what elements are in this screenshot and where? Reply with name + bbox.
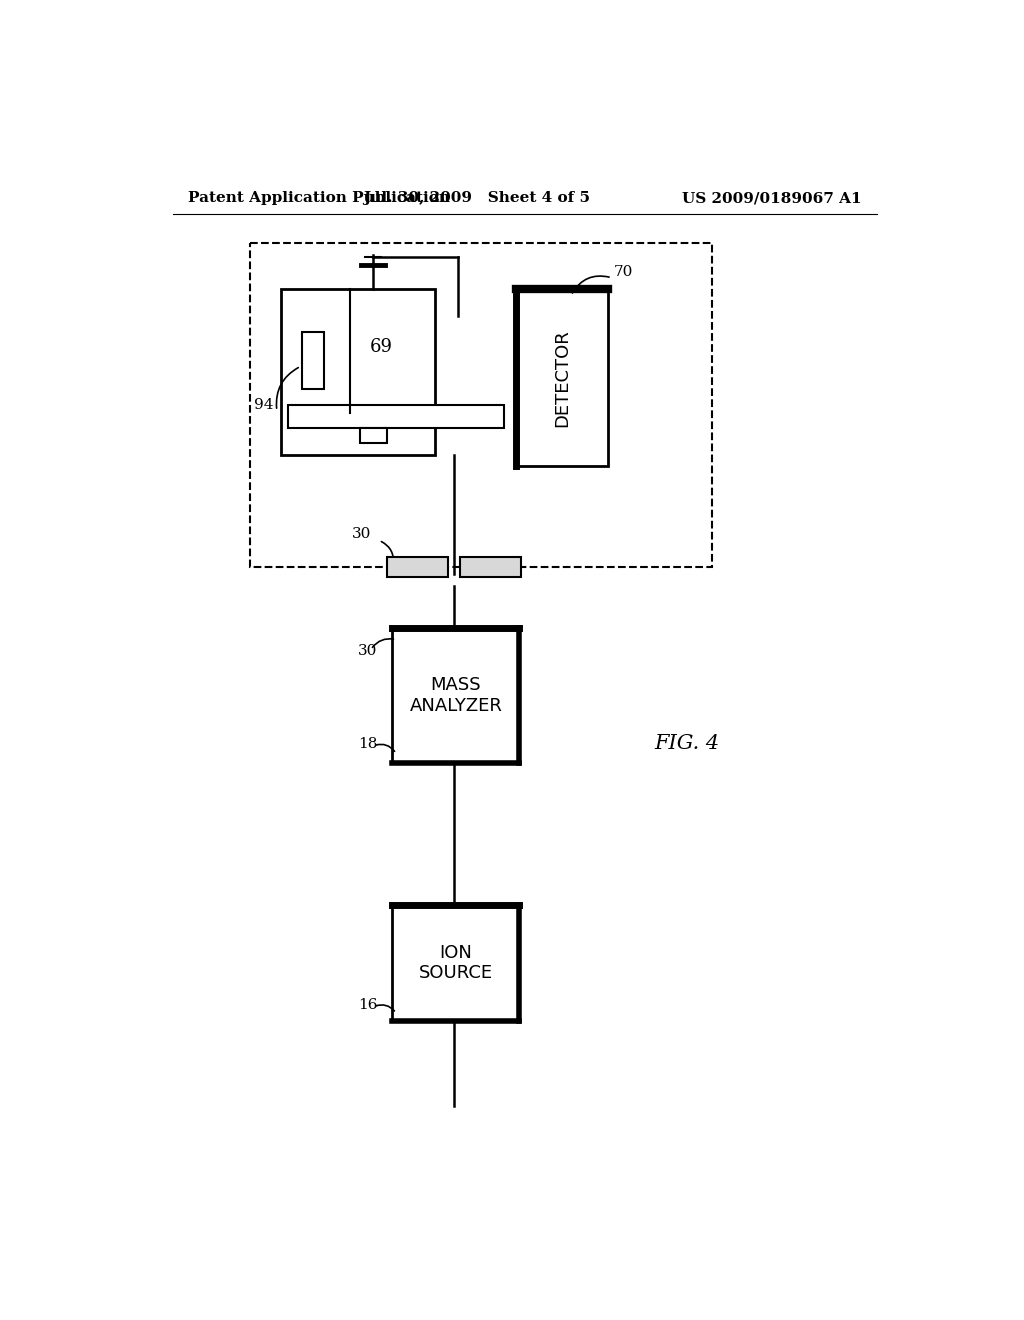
Text: FIG. 4: FIG. 4 (654, 734, 719, 754)
Bar (515, 289, 608, 466)
Text: 94: 94 (254, 397, 273, 412)
Bar (460, 557, 521, 577)
Bar (250, 243, 712, 566)
Text: Patent Application Publication: Patent Application Publication (188, 191, 451, 206)
Bar (392, 906, 519, 1020)
Bar (387, 557, 449, 577)
Text: MASS
ANALYZER: MASS ANALYZER (410, 676, 503, 715)
Bar (281, 289, 435, 455)
Text: DETECTOR: DETECTOR (553, 329, 570, 426)
Text: 70: 70 (614, 265, 634, 280)
Text: 69: 69 (370, 338, 392, 356)
Text: US 2009/0189067 A1: US 2009/0189067 A1 (682, 191, 862, 206)
Text: 16: 16 (357, 998, 377, 1012)
Bar (359, 428, 387, 444)
Bar (289, 405, 504, 428)
Text: 30: 30 (357, 644, 377, 659)
Text: ION
SOURCE: ION SOURCE (419, 944, 493, 982)
Bar (392, 628, 519, 763)
Text: 18: 18 (357, 737, 377, 751)
Text: 30: 30 (352, 527, 372, 541)
Text: Jul. 30, 2009   Sheet 4 of 5: Jul. 30, 2009 Sheet 4 of 5 (364, 191, 591, 206)
Bar (302, 331, 324, 389)
